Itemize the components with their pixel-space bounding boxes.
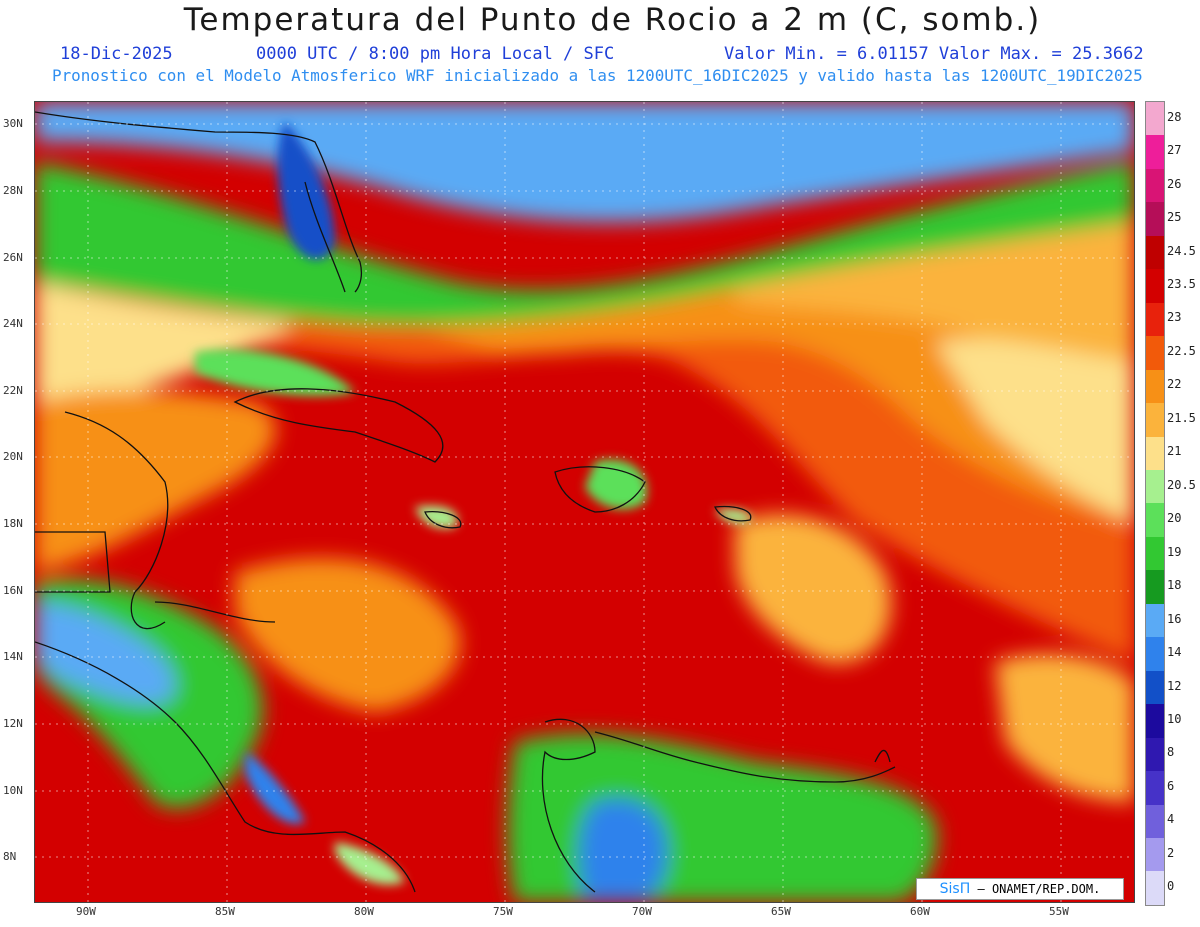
color-scale-swatch bbox=[1146, 503, 1164, 537]
lat-tick-8n: 8N bbox=[3, 850, 17, 863]
dewpoint-map bbox=[34, 101, 1135, 903]
lat-tick-20n: 20N bbox=[3, 450, 23, 463]
color-scale-label: 19 bbox=[1167, 544, 1182, 559]
dewpoint-field-detail bbox=[195, 122, 751, 885]
color-scale-label: 8 bbox=[1167, 745, 1175, 760]
lat-tick-26n: 26N bbox=[3, 251, 23, 264]
lon-tick-75w: 75W bbox=[493, 905, 513, 918]
color-scale-label: 16 bbox=[1167, 611, 1182, 626]
lat-tick-14n: 14N bbox=[3, 650, 23, 663]
lon-tick-70w: 70W bbox=[632, 905, 652, 918]
color-scale-label: 18 bbox=[1167, 578, 1182, 593]
color-scale-label: 0 bbox=[1167, 879, 1175, 894]
model-info: Pronostico con el Modelo Atmosferico WRF… bbox=[52, 66, 1143, 85]
color-scale-label: 28 bbox=[1167, 109, 1182, 124]
color-scale-swatch bbox=[1146, 804, 1164, 838]
lat-tick-10n: 10N bbox=[3, 784, 23, 797]
color-scale-label: 20 bbox=[1167, 511, 1182, 526]
lat-tick-12n: 12N bbox=[3, 717, 23, 730]
color-scale-swatch bbox=[1146, 436, 1164, 470]
color-scale-label: 22 bbox=[1167, 377, 1182, 392]
color-scale-swatch bbox=[1146, 168, 1164, 203]
lat-tick-24n: 24N bbox=[3, 317, 23, 330]
color-scale-swatch bbox=[1146, 369, 1164, 404]
color-scale-label: 26 bbox=[1167, 176, 1182, 191]
color-scale-label: 20.5 bbox=[1167, 477, 1196, 492]
credit-text: – ONAMET/REP.DOM. bbox=[977, 882, 1101, 896]
color-scale-swatch bbox=[1146, 771, 1164, 805]
color-scale-swatch bbox=[1146, 871, 1164, 905]
color-scale-swatch bbox=[1146, 469, 1164, 504]
lat-tick-18n: 18N bbox=[3, 517, 23, 530]
color-scale-bar bbox=[1145, 101, 1165, 906]
color-scale-swatch bbox=[1146, 135, 1164, 169]
color-scale-swatch bbox=[1146, 336, 1164, 370]
lon-tick-60w: 60W bbox=[910, 905, 930, 918]
lon-tick-85w: 85W bbox=[215, 905, 235, 918]
color-scale-label: 6 bbox=[1167, 778, 1175, 793]
credit-box: SisΠ – ONAMET/REP.DOM. bbox=[916, 878, 1124, 900]
lon-tick-90w: 90W bbox=[76, 905, 96, 918]
lat-tick-22n: 22N bbox=[3, 384, 23, 397]
color-scale-swatch bbox=[1146, 102, 1164, 136]
lat-tick-16n: 16N bbox=[3, 584, 23, 597]
color-scale-swatch bbox=[1146, 670, 1164, 705]
map-title: Temperatura del Punto de Rocio a 2 m (C,… bbox=[183, 2, 1042, 38]
color-scale-label: 2 bbox=[1167, 845, 1175, 860]
coastlines bbox=[35, 111, 896, 893]
color-scale-swatch bbox=[1146, 269, 1164, 303]
color-scale-swatch bbox=[1146, 202, 1164, 236]
lat-tick-30n: 30N bbox=[3, 117, 23, 130]
sispi-logo: SisΠ bbox=[939, 881, 971, 897]
color-scale-label: 23 bbox=[1167, 310, 1182, 325]
lat-lon-grid bbox=[35, 102, 1134, 902]
map-canvas bbox=[35, 102, 1134, 902]
color-scale-label: 22.5 bbox=[1167, 343, 1196, 358]
color-scale-swatch bbox=[1146, 837, 1164, 872]
color-scale-swatch bbox=[1146, 403, 1164, 437]
color-scale-label: 4 bbox=[1167, 812, 1175, 827]
color-scale-label: 10 bbox=[1167, 711, 1182, 726]
color-scale-label: 23.5 bbox=[1167, 277, 1196, 292]
color-scale-label: 14 bbox=[1167, 645, 1182, 660]
lon-tick-80w: 80W bbox=[354, 905, 374, 918]
lon-tick-65w: 65W bbox=[771, 905, 791, 918]
min-max-values: Valor Min. = 6.01157 Valor Max. = 25.366… bbox=[724, 44, 1144, 64]
color-scale-swatch bbox=[1146, 637, 1164, 671]
color-scale-label: 25 bbox=[1167, 210, 1182, 225]
lat-tick-28n: 28N bbox=[3, 184, 23, 197]
lon-tick-55w: 55W bbox=[1049, 905, 1069, 918]
color-scale-swatch bbox=[1146, 603, 1164, 638]
color-scale-swatch bbox=[1146, 704, 1164, 738]
color-scale-swatch bbox=[1146, 536, 1164, 571]
color-scale-label: 27 bbox=[1167, 143, 1182, 158]
color-scale-swatch bbox=[1146, 570, 1164, 604]
color-scale-swatch bbox=[1146, 302, 1164, 337]
color-scale-swatch bbox=[1146, 235, 1164, 270]
color-scale-swatch bbox=[1146, 737, 1164, 772]
color-scale-label: 21.5 bbox=[1167, 410, 1196, 425]
dewpoint-field-broad bbox=[35, 102, 1134, 902]
color-scale-label: 21 bbox=[1167, 444, 1182, 459]
time-info: 0000 UTC / 8:00 pm Hora Local / SFC bbox=[256, 44, 615, 64]
forecast-date: 18-Dic-2025 bbox=[60, 44, 173, 64]
color-scale-label: 12 bbox=[1167, 678, 1182, 693]
color-scale-label: 24.5 bbox=[1167, 243, 1196, 258]
